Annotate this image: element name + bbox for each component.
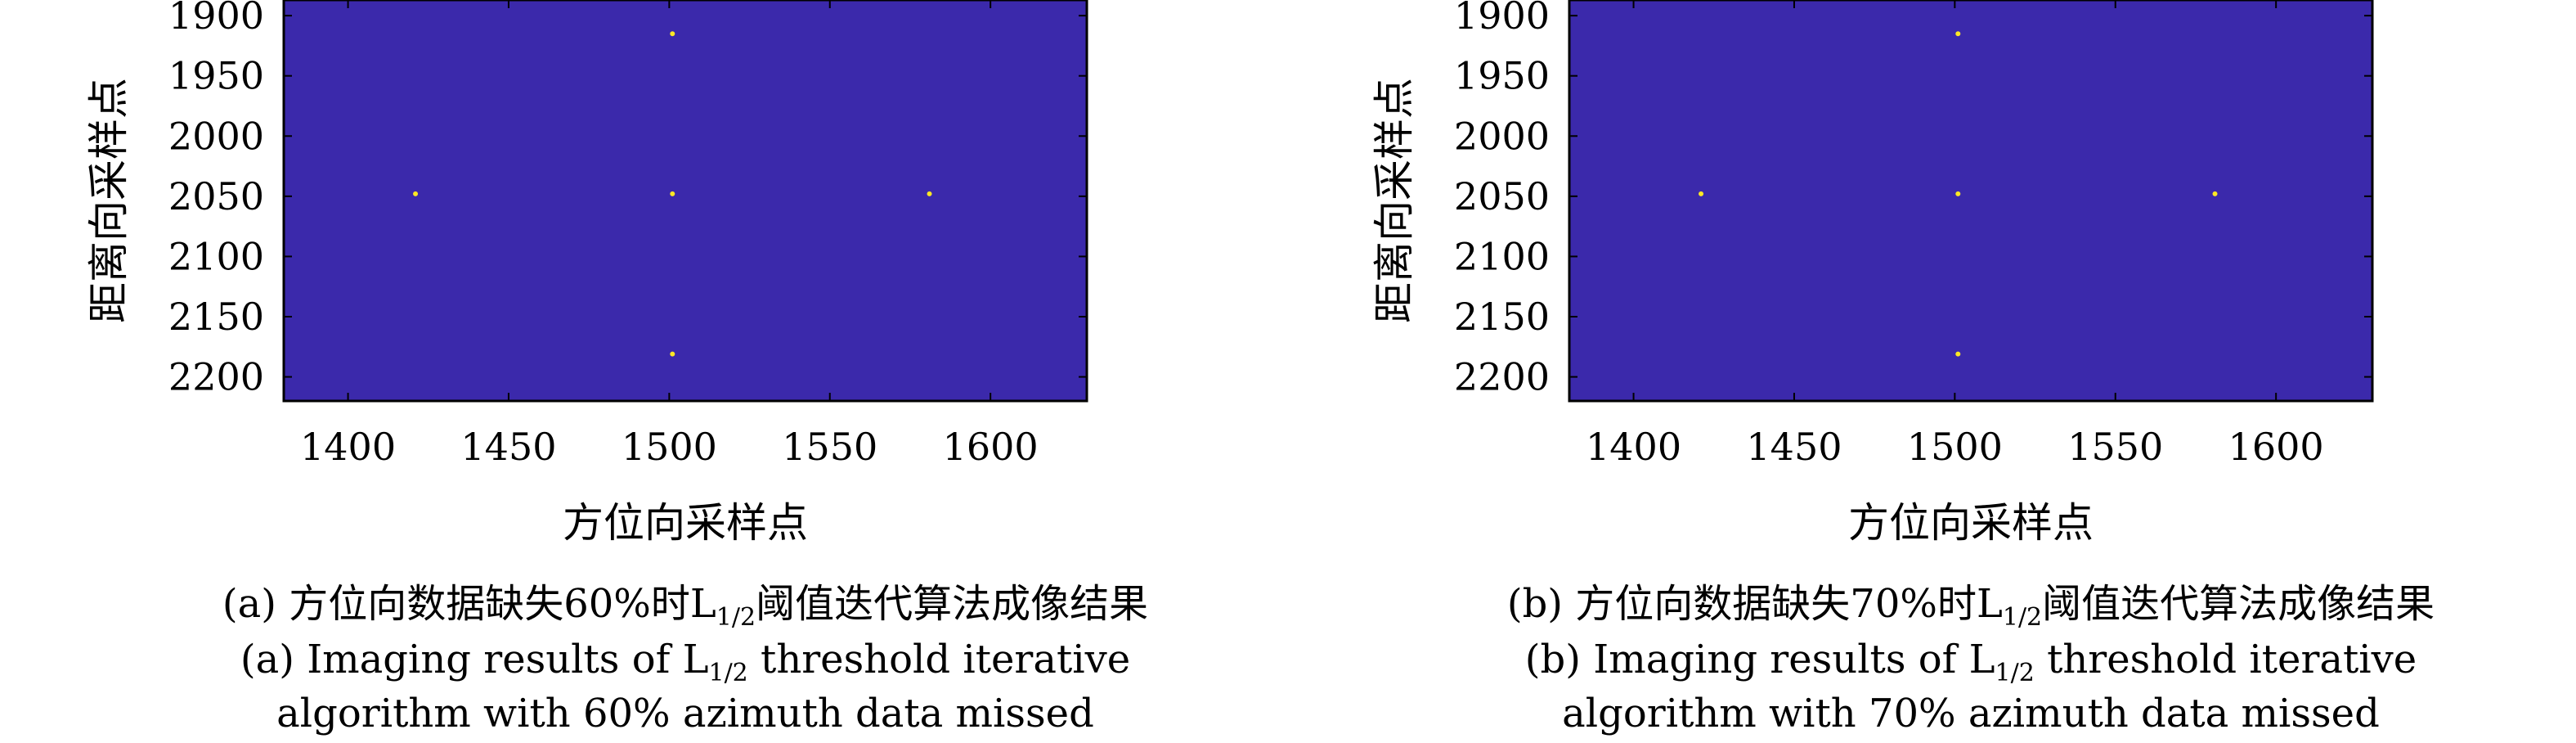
scatter-point [1955,31,1961,37]
caption-cn-a: (a) 方位向数据缺失60%时L1/2阈值迭代算法成像结果 [222,581,1148,632]
caption-en-a-line2: algorithm with 60% azimuth data missed [276,691,1094,736]
points-a [413,31,932,357]
y-tick-label: 1900 [168,0,264,38]
y-tick-label: 2200 [1454,355,1550,399]
y-tick-label: 2050 [168,174,264,218]
y-tick-label: 2100 [1454,234,1550,278]
y-tick-label: 1950 [1454,54,1550,98]
caption-en-b-line2: algorithm with 70% azimuth data missed [1562,691,2380,736]
xticks-b: 1400 1450 1500 1550 1600 [1586,0,2324,469]
x-axis-label-b: 方位向采样点 [1848,499,2094,547]
y-tick-label: 2000 [168,114,264,158]
x-tick-label: 1550 [2067,425,2163,469]
yticks-a: 1900 1950 2000 2050 2100 2150 2200 [168,0,1087,399]
x-tick-label: 1500 [1907,425,2003,469]
y-axis-label-b: 距离向采样点 [1371,78,1418,323]
y-tick-label: 1900 [1454,0,1550,38]
caption-cn-b: (b) 方位向数据缺失70%时L1/2阈值迭代算法成像结果 [1507,581,2435,632]
scatter-point [2212,191,2218,196]
x-tick-label: 1600 [943,425,1039,469]
xticks-a: 1400 1450 1500 1550 1600 [300,0,1039,469]
caption-en-a-line1: (a) Imaging results of L1/2 threshold it… [240,637,1130,687]
y-tick-label: 1950 [168,54,264,98]
y-tick-label: 2150 [1454,295,1550,339]
scatter-point [670,351,675,357]
scatter-point [670,191,675,196]
y-tick-label: 2100 [168,234,264,278]
y-tick-label: 2050 [1454,174,1550,218]
panel-b: 1900 1950 2000 2050 2100 2150 2200 1400 1450 150… [1371,0,2435,736]
scatter-point [413,191,419,196]
y-tick-label: 2150 [168,295,264,339]
points-b [1699,31,2218,357]
x-tick-label: 1500 [622,425,717,469]
y-tick-label: 2200 [168,355,264,399]
y-tick-label: 2000 [1454,114,1550,158]
plot-area-b [1568,0,2374,403]
x-tick-label: 1400 [300,425,396,469]
scatter-point [670,31,675,37]
scatter-point [1699,191,1704,196]
scatter-point [1955,191,1961,196]
x-tick-label: 1450 [1746,425,1842,469]
scatter-point [1955,351,1961,357]
x-tick-label: 1450 [460,425,556,469]
y-axis-label-a: 距离向采样点 [85,78,132,323]
x-tick-label: 1600 [2228,425,2324,469]
plot-area-a [282,0,1088,403]
x-tick-label: 1400 [1586,425,1681,469]
caption-en-b-line1: (b) Imaging results of L1/2 threshold it… [1525,637,2417,687]
scatter-point [927,191,932,196]
x-axis-label-a: 方位向采样点 [563,499,808,547]
panel-a: 1900 1950 2000 2050 2100 2150 2200 1400 1450 150… [85,0,1148,736]
x-tick-label: 1550 [782,425,877,469]
yticks-b: 1900 1950 2000 2050 2100 2150 2200 [1454,0,2372,399]
